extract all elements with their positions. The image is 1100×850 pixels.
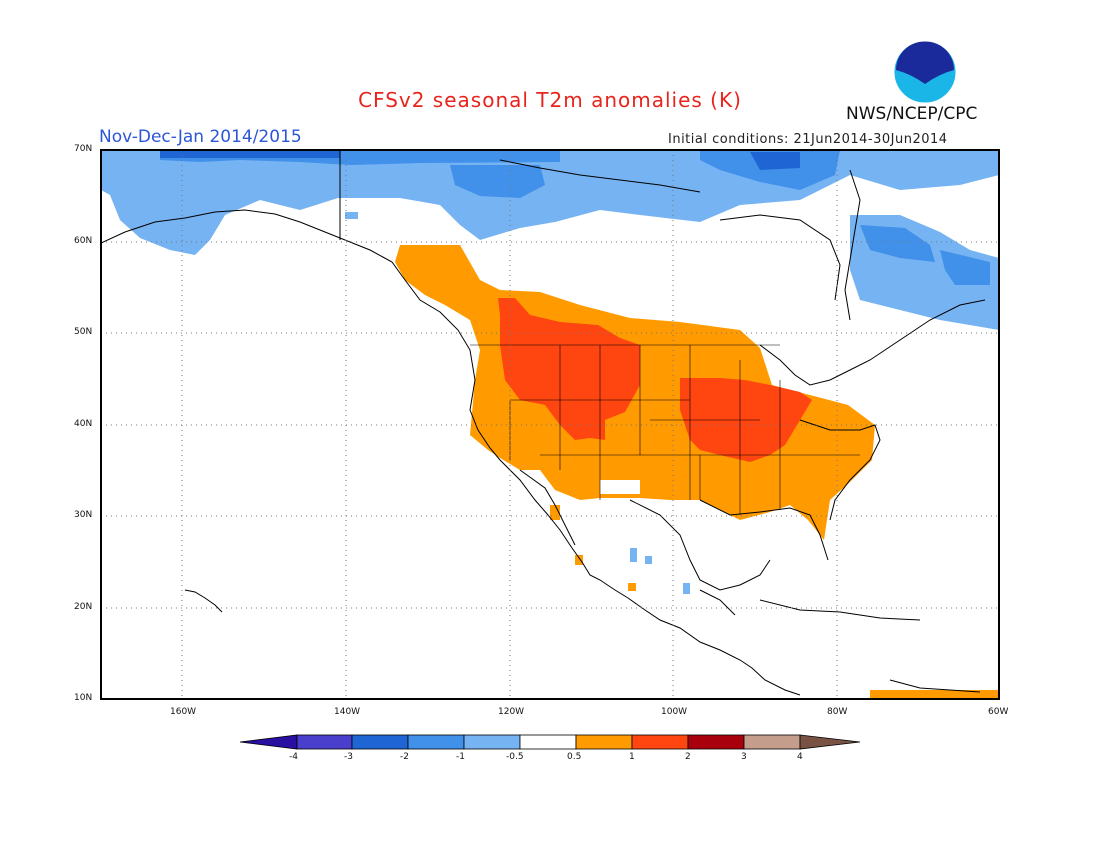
forecast-period: Nov-Dec-Jan 2014/2015: [99, 127, 302, 147]
map-frame: [100, 149, 1000, 700]
noaa-logo-icon: [893, 40, 957, 104]
legend-label: -3: [344, 752, 353, 762]
cold-anomaly-regions: [101, 150, 999, 594]
legend-label: -1: [456, 752, 465, 762]
lon-label-80w: 80W: [827, 707, 848, 717]
legend-label: 2: [685, 752, 691, 762]
legend-label: 0.5: [567, 752, 582, 762]
state-borders: [470, 344, 860, 515]
lon-label-100w: 100W: [661, 707, 688, 717]
lat-label-40n: 40N: [74, 419, 93, 429]
lon-label-160w: 160W: [170, 707, 197, 717]
lat-label-10n: 10N: [74, 693, 93, 703]
lon-label-120w: 120W: [498, 707, 525, 717]
legend-label: -2: [400, 752, 409, 762]
lat-label-60n: 60N: [74, 236, 93, 246]
lat-label-50n: 50N: [74, 327, 93, 337]
warm-anomaly-regions: [395, 245, 999, 699]
lat-label-70n: 70N: [74, 144, 93, 154]
coastlines: [101, 150, 986, 696]
chart-title: CFSv2 seasonal T2m anomalies (K): [358, 88, 742, 112]
legend-label: -0.5: [506, 752, 524, 762]
lat-label-30n: 30N: [74, 510, 93, 520]
legend-label: 1: [629, 752, 635, 762]
legend-label: 3: [741, 752, 747, 762]
lon-label-60w: 60W: [988, 707, 1009, 717]
legend-label: -4: [289, 752, 298, 762]
legend-colorbar: [239, 734, 861, 750]
initial-conditions: Initial conditions: 21Jun2014-30Jun2014: [668, 132, 948, 147]
legend-label: 4: [797, 752, 803, 762]
lon-label-140w: 140W: [334, 707, 361, 717]
agency-label: NWS/NCEP/CPC: [846, 104, 978, 124]
lat-label-20n: 20N: [74, 602, 93, 612]
